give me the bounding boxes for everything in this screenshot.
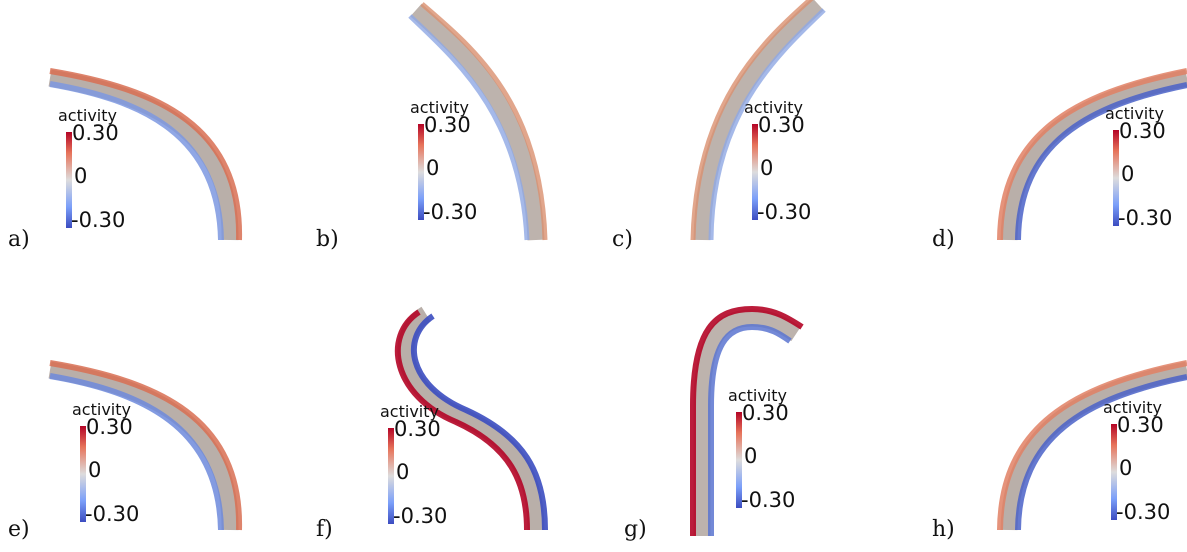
colorbar-mid-label: 0: [760, 156, 774, 180]
colorbar-strip: [736, 412, 742, 508]
colorbar-max-label: 0.30: [758, 113, 805, 137]
rod-e: [48, 360, 243, 531]
panel-label: c): [612, 227, 633, 252]
colorbar-title: activity: [744, 98, 803, 117]
panel-label: g): [624, 517, 647, 542]
panel-g: activity 0.30 0 -0.30 g): [592, 276, 888, 552]
colorbar-strip: [388, 428, 394, 524]
colorbar-mid-label: 0: [426, 156, 440, 180]
colorbar-max-label: 0.30: [424, 113, 471, 137]
colorbar-g: activity 0.30 0 -0.30: [728, 386, 798, 536]
rod-d: [997, 68, 1187, 241]
colorbar-a: activity 0.30 0 -0.30: [58, 106, 128, 256]
colorbar-min-label: -0.30: [741, 488, 796, 512]
colorbar-min-label: -0.30: [1116, 500, 1171, 524]
colorbar-mid-label: 0: [396, 460, 410, 484]
panel-d: activity 0.30 0 -0.30 d): [888, 0, 1187, 276]
rod-h: [997, 360, 1187, 531]
panel-f: activity 0.30 0 -0.30 f): [296, 276, 592, 552]
rod-c: [690, 0, 826, 241]
rod-g: [690, 305, 804, 536]
rod-a: [48, 68, 243, 241]
panel-label: e): [8, 517, 30, 542]
colorbar-title: activity: [380, 402, 439, 421]
colorbar-strip: [80, 426, 86, 522]
panel-c: activity 0.30 0 -0.30 c): [592, 0, 888, 276]
panel-h: activity 0.30 0 -0.30 h): [888, 276, 1187, 552]
colorbar-e: activity 0.30 0 -0.30: [72, 400, 142, 550]
colorbar-max-label: 0.30: [72, 121, 119, 145]
colorbar-max-label: 0.30: [86, 415, 133, 439]
colorbar-title: activity: [1103, 398, 1162, 417]
colorbar-max-label: 0.30: [394, 417, 441, 441]
colorbar-strip: [418, 124, 424, 220]
colorbar-min-label: -0.30: [393, 504, 448, 528]
colorbar-mid-label: 0: [1119, 456, 1133, 480]
colorbar-strip: [1111, 424, 1117, 520]
colorbar-mid-label: 0: [1121, 162, 1135, 186]
colorbar-d: activity 0.30 0 -0.30: [1105, 104, 1175, 254]
colorbar-mid-label: 0: [74, 164, 88, 188]
panel-a: activity 0.30 0 -0.30 a): [0, 0, 296, 276]
colorbar-title: activity: [72, 400, 131, 419]
colorbar-mid-label: 0: [88, 458, 102, 482]
rod-f: [394, 306, 548, 531]
colorbar-title: activity: [728, 386, 787, 405]
panel-label: f): [316, 517, 333, 542]
panel-b: activity 0.30 0 -0.30 b): [296, 0, 592, 276]
colorbar-min-label: -0.30: [71, 208, 126, 232]
colorbar-max-label: 0.30: [1117, 413, 1164, 437]
colorbar-c: activity 0.30 0 -0.30: [744, 98, 814, 248]
colorbar-title: activity: [58, 106, 117, 125]
panel-label: a): [8, 227, 30, 252]
colorbar-min-label: -0.30: [757, 200, 812, 224]
colorbar-min-label: -0.30: [85, 502, 140, 526]
colorbar-strip: [1113, 130, 1119, 226]
colorbar-mid-label: 0: [744, 444, 758, 468]
panel-label: h): [932, 517, 955, 542]
colorbar-min-label: -0.30: [423, 200, 478, 224]
colorbar-f: activity 0.30 0 -0.30: [380, 402, 450, 552]
colorbar-title: activity: [410, 98, 469, 117]
panel-label: d): [932, 227, 955, 252]
colorbar-strip: [752, 124, 758, 220]
colorbar-max-label: 0.30: [742, 401, 789, 425]
colorbar-h: activity 0.30 0 -0.30: [1103, 398, 1173, 548]
colorbar-strip: [66, 132, 72, 228]
panel-label: b): [316, 227, 339, 252]
colorbar-title: activity: [1105, 104, 1164, 123]
colorbar-b: activity 0.30 0 -0.30: [410, 98, 480, 248]
rod-b: [408, 2, 548, 241]
panel-e: activity 0.30 0 -0.30 e): [0, 276, 296, 552]
colorbar-max-label: 0.30: [1119, 119, 1166, 143]
colorbar-min-label: -0.30: [1118, 206, 1173, 230]
